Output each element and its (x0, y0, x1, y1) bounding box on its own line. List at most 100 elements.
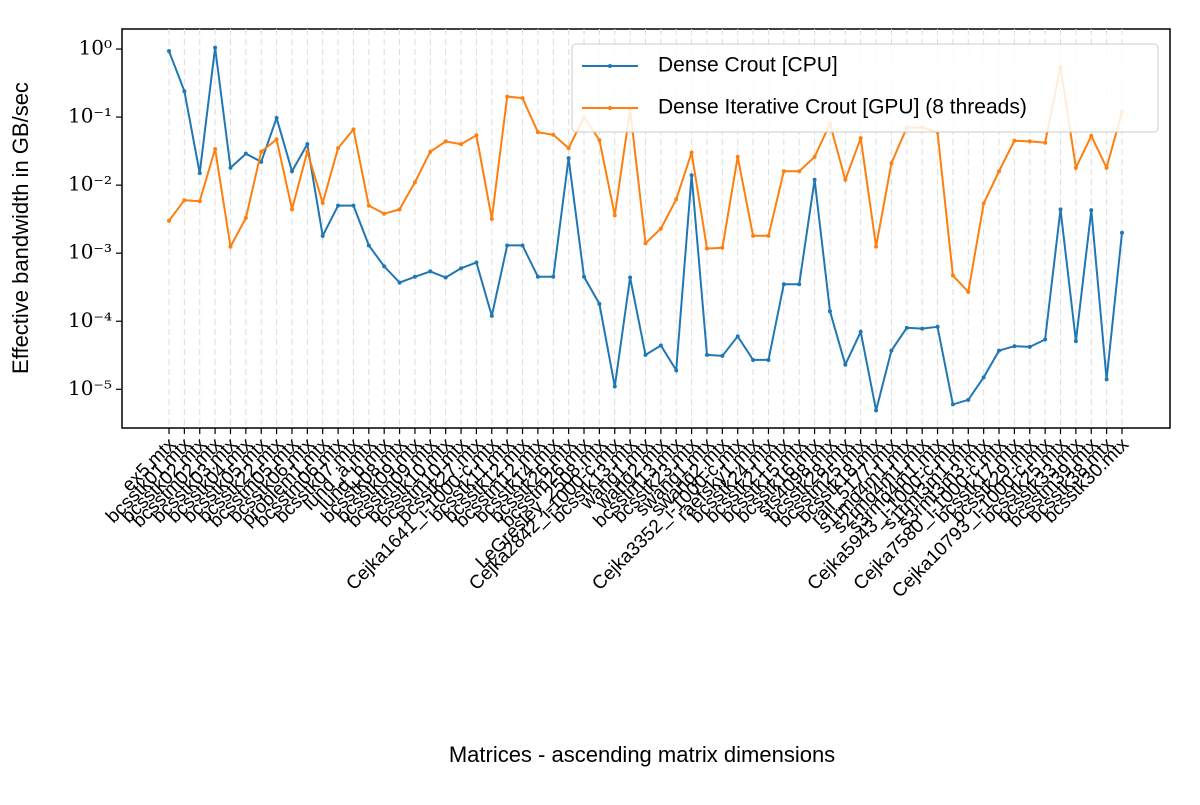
point (735, 334, 740, 339)
point (812, 154, 817, 159)
point (505, 94, 510, 99)
point (535, 274, 540, 279)
legend-label: Dense Iterative Crout [GPU] (8 threads) (658, 96, 1027, 119)
point (336, 203, 341, 208)
point (797, 282, 802, 287)
point (966, 289, 971, 294)
point (751, 357, 756, 362)
point (812, 177, 817, 182)
point (535, 130, 540, 135)
point (320, 200, 325, 205)
legend-marker (608, 64, 612, 68)
point (197, 199, 202, 204)
point (182, 198, 187, 203)
point (658, 226, 663, 231)
point (720, 245, 725, 250)
point (612, 213, 617, 218)
point (351, 127, 356, 132)
point (428, 269, 433, 274)
point (243, 151, 248, 156)
point (459, 266, 464, 271)
point (366, 203, 371, 208)
point (1073, 165, 1078, 170)
point (505, 243, 510, 248)
point (274, 137, 279, 142)
y-tick-label: 10⁻³ (68, 240, 112, 264)
legend-box (571, 43, 1159, 133)
point (213, 45, 218, 50)
point (443, 139, 448, 144)
point (628, 275, 633, 280)
point (643, 241, 648, 246)
y-axis-label: Effective bandwidth in GB/sec (8, 82, 33, 374)
point (1089, 208, 1094, 213)
point (259, 149, 264, 154)
point (397, 207, 402, 212)
point (766, 357, 771, 362)
point (366, 243, 371, 248)
y-tick-label: 10⁻⁵ (68, 376, 112, 400)
point (474, 260, 479, 265)
point (874, 244, 879, 249)
point (1043, 140, 1048, 145)
point (735, 154, 740, 159)
point (874, 408, 879, 413)
point (443, 275, 448, 280)
point (382, 264, 387, 269)
point (1043, 337, 1048, 342)
point (459, 142, 464, 147)
point (228, 244, 233, 249)
point (658, 343, 663, 348)
y-tick-label: 10⁰ (79, 36, 112, 60)
point (1058, 207, 1063, 212)
point (1104, 165, 1109, 170)
point (981, 201, 986, 206)
point (827, 309, 832, 314)
point (243, 215, 248, 220)
point (520, 96, 525, 101)
point (966, 397, 971, 402)
point (858, 136, 863, 141)
point (689, 150, 694, 155)
point (259, 159, 264, 164)
point (689, 173, 694, 178)
point (950, 402, 955, 407)
y-tick-label: 10⁻² (68, 172, 112, 196)
legend-label: Dense Crout [CPU] (658, 54, 838, 77)
point (889, 161, 894, 166)
point (981, 375, 986, 380)
legend-marker (608, 106, 612, 110)
point (1073, 339, 1078, 344)
point (920, 326, 925, 331)
point (858, 329, 863, 334)
point (935, 324, 940, 329)
point (228, 165, 233, 170)
point (305, 149, 310, 154)
point (213, 146, 218, 151)
point (889, 348, 894, 353)
point (950, 273, 955, 278)
point (336, 146, 341, 151)
point (320, 233, 325, 238)
point (797, 169, 802, 174)
x-axis-label: Matrices - ascending matrix dimensions (449, 742, 835, 767)
point (751, 233, 756, 238)
point (1027, 139, 1032, 144)
point (674, 197, 679, 202)
point (1027, 344, 1032, 349)
point (904, 325, 909, 330)
point (597, 138, 602, 143)
y-tick-label: 10⁻¹ (68, 104, 112, 128)
point (997, 169, 1002, 174)
point (167, 49, 171, 54)
point (520, 243, 525, 248)
point (351, 203, 356, 208)
point (489, 313, 494, 318)
point (612, 384, 617, 389)
point (704, 246, 709, 251)
point (397, 280, 402, 285)
point (182, 89, 187, 94)
point (1012, 138, 1017, 143)
point (197, 171, 202, 176)
